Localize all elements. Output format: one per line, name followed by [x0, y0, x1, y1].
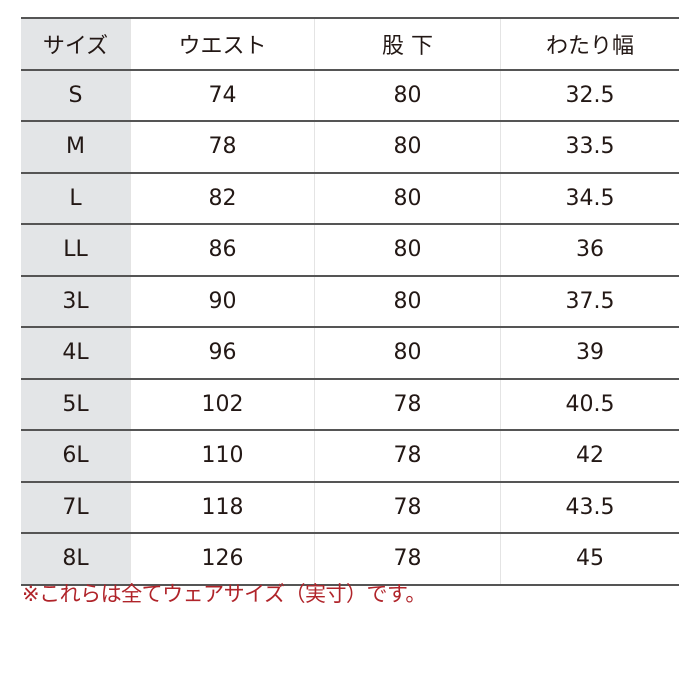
cell-inseam: 80 — [314, 68, 501, 122]
table-row: 8L 126 78 45 — [21, 532, 679, 586]
cell-size: 4L — [21, 326, 131, 380]
cell-inseam: 80 — [314, 171, 501, 225]
cell-inseam: 78 — [314, 480, 501, 534]
table-row: 7L 118 78 43.5 — [21, 480, 679, 534]
cell-waist: 96 — [130, 326, 315, 380]
footnote: ※これらは全てウェアサイズ（実寸）です。 — [22, 582, 426, 606]
size-table: サイズ ウエスト 股 下 わたり幅 S 74 80 32.5 M 78 80 33.5 L 82 8… — [21, 17, 679, 586]
table-header-row: サイズ ウエスト 股 下 わたり幅 — [21, 17, 679, 71]
cell-size: M — [21, 120, 131, 174]
cell-inseam: 80 — [314, 274, 501, 328]
cell-size: 8L — [21, 532, 131, 586]
cell-thigh-width: 34.5 — [500, 171, 679, 225]
cell-size: LL — [21, 223, 131, 277]
cell-waist: 86 — [130, 223, 315, 277]
cell-size: S — [21, 68, 131, 122]
table-row: S 74 80 32.5 — [21, 68, 679, 122]
cell-waist: 82 — [130, 171, 315, 225]
table-row: 4L 96 80 39 — [21, 326, 679, 380]
cell-waist: 74 — [130, 68, 315, 122]
cell-thigh-width: 39 — [500, 326, 679, 380]
cell-size: 3L — [21, 274, 131, 328]
cell-size: L — [21, 171, 131, 225]
cell-waist: 126 — [130, 532, 315, 586]
table-row: M 78 80 33.5 — [21, 120, 679, 174]
cell-inseam: 78 — [314, 429, 501, 483]
table-row: L 82 80 34.5 — [21, 171, 679, 225]
cell-waist: 118 — [130, 480, 315, 534]
cell-inseam: 78 — [314, 532, 501, 586]
cell-size: 7L — [21, 480, 131, 534]
cell-inseam: 80 — [314, 223, 501, 277]
cell-waist: 102 — [130, 377, 315, 431]
cell-inseam: 80 — [314, 120, 501, 174]
cell-size: 6L — [21, 429, 131, 483]
header-waist: ウエスト — [130, 17, 315, 71]
cell-waist: 90 — [130, 274, 315, 328]
cell-thigh-width: 42 — [500, 429, 679, 483]
cell-thigh-width: 45 — [500, 532, 679, 586]
cell-waist: 78 — [130, 120, 315, 174]
cell-thigh-width: 36 — [500, 223, 679, 277]
cell-thigh-width: 43.5 — [500, 480, 679, 534]
table-row: LL 86 80 36 — [21, 223, 679, 277]
table-row: 5L 102 78 40.5 — [21, 377, 679, 431]
cell-thigh-width: 33.5 — [500, 120, 679, 174]
header-size: サイズ — [21, 17, 131, 71]
header-thigh-width: わたり幅 — [500, 17, 679, 71]
cell-size: 5L — [21, 377, 131, 431]
table-row: 6L 110 78 42 — [21, 429, 679, 483]
table-row: 3L 90 80 37.5 — [21, 274, 679, 328]
cell-waist: 110 — [130, 429, 315, 483]
cell-thigh-width: 40.5 — [500, 377, 679, 431]
header-inseam: 股 下 — [314, 17, 501, 71]
cell-thigh-width: 32.5 — [500, 68, 679, 122]
cell-inseam: 78 — [314, 377, 501, 431]
cell-inseam: 80 — [314, 326, 501, 380]
cell-thigh-width: 37.5 — [500, 274, 679, 328]
